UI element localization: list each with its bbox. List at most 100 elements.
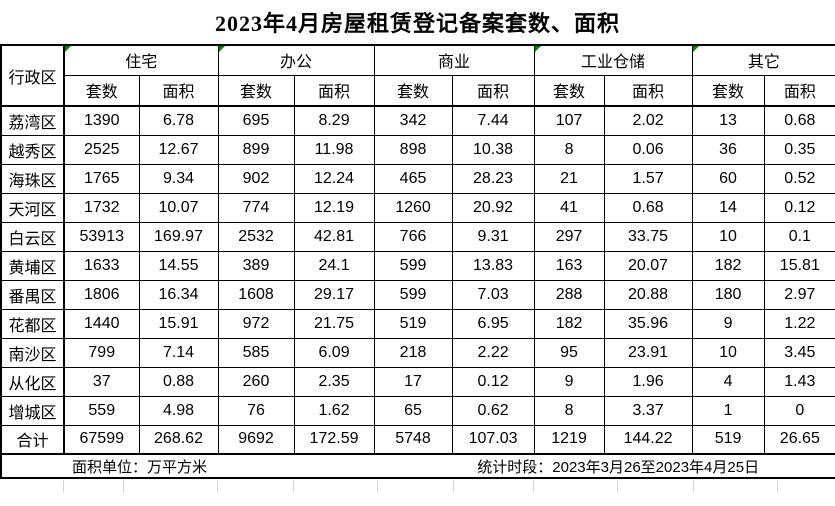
- value-cell[interactable]: 12.67: [138, 134, 219, 165]
- value-cell[interactable]: 144.22: [603, 424, 693, 455]
- value-cell[interactable]: 585: [217, 337, 295, 368]
- value-cell[interactable]: 6.09: [293, 337, 375, 368]
- subheader-area[interactable]: 面积: [138, 74, 219, 107]
- subheader-units[interactable]: 套数: [217, 74, 295, 107]
- district-cell[interactable]: 海珠区: [0, 163, 65, 194]
- value-cell[interactable]: 8.29: [293, 105, 375, 136]
- value-cell[interactable]: 163: [533, 250, 605, 281]
- value-cell[interactable]: 182: [533, 308, 605, 339]
- value-cell[interactable]: 67599: [63, 424, 140, 455]
- value-cell[interactable]: 172.59: [293, 424, 375, 455]
- value-cell[interactable]: 107: [533, 105, 605, 136]
- value-cell[interactable]: 37: [63, 366, 140, 397]
- value-cell[interactable]: 695: [217, 105, 295, 136]
- value-cell[interactable]: 5748: [373, 424, 453, 455]
- value-cell[interactable]: 9.34: [138, 163, 219, 194]
- value-cell[interactable]: 12.24: [293, 163, 375, 194]
- value-cell[interactable]: 21.75: [293, 308, 375, 339]
- value-cell[interactable]: 2525: [63, 134, 140, 165]
- value-cell[interactable]: 7.03: [451, 279, 535, 310]
- value-cell[interactable]: 268.62: [138, 424, 219, 455]
- value-cell[interactable]: 11.98: [293, 134, 375, 165]
- value-cell[interactable]: 26.65: [763, 424, 835, 455]
- value-cell[interactable]: 2.02: [603, 105, 693, 136]
- category-header[interactable]: 其它: [691, 44, 835, 76]
- value-cell[interactable]: 107.03: [451, 424, 535, 455]
- value-cell[interactable]: 0.06: [603, 134, 693, 165]
- value-cell[interactable]: 2532: [217, 221, 295, 252]
- value-cell[interactable]: 13: [691, 105, 765, 136]
- value-cell[interactable]: 1: [691, 395, 765, 426]
- value-cell[interactable]: 1732: [63, 192, 140, 223]
- value-cell[interactable]: 898: [373, 134, 453, 165]
- value-cell[interactable]: 2.35: [293, 366, 375, 397]
- value-cell[interactable]: 0.35: [763, 134, 835, 165]
- value-cell[interactable]: 15.91: [138, 308, 219, 339]
- value-cell[interactable]: 899: [217, 134, 295, 165]
- district-cell[interactable]: 越秀区: [0, 134, 65, 165]
- value-cell[interactable]: 1633: [63, 250, 140, 281]
- value-cell[interactable]: 559: [63, 395, 140, 426]
- footer-cell[interactable]: 面积单位：万平方米 统计时段：2023年3月26至2023年4月25日: [0, 453, 835, 479]
- value-cell[interactable]: 342: [373, 105, 453, 136]
- value-cell[interactable]: 9: [533, 366, 605, 397]
- value-cell[interactable]: 180: [691, 279, 765, 310]
- district-cell[interactable]: 番禺区: [0, 279, 65, 310]
- value-cell[interactable]: 260: [217, 366, 295, 397]
- value-cell[interactable]: 1.43: [763, 366, 835, 397]
- value-cell[interactable]: 1.62: [293, 395, 375, 426]
- subheader-units[interactable]: 套数: [373, 74, 453, 107]
- value-cell[interactable]: 0.68: [763, 105, 835, 136]
- value-cell[interactable]: 8: [533, 395, 605, 426]
- subheader-units[interactable]: 套数: [533, 74, 605, 107]
- value-cell[interactable]: 0.62: [451, 395, 535, 426]
- value-cell[interactable]: 0: [763, 395, 835, 426]
- value-cell[interactable]: 2.22: [451, 337, 535, 368]
- value-cell[interactable]: 6.95: [451, 308, 535, 339]
- value-cell[interactable]: 24.1: [293, 250, 375, 281]
- value-cell[interactable]: 20.07: [603, 250, 693, 281]
- value-cell[interactable]: 10: [691, 337, 765, 368]
- value-cell[interactable]: 21: [533, 163, 605, 194]
- value-cell[interactable]: 7.44: [451, 105, 535, 136]
- value-cell[interactable]: 95: [533, 337, 605, 368]
- value-cell[interactable]: 3.45: [763, 337, 835, 368]
- corner-header[interactable]: 行政区: [0, 44, 65, 107]
- value-cell[interactable]: 3.37: [603, 395, 693, 426]
- value-cell[interactable]: 519: [691, 424, 765, 455]
- value-cell[interactable]: 0.1: [763, 221, 835, 252]
- value-cell[interactable]: 36: [691, 134, 765, 165]
- district-cell[interactable]: 天河区: [0, 192, 65, 223]
- value-cell[interactable]: 218: [373, 337, 453, 368]
- value-cell[interactable]: 288: [533, 279, 605, 310]
- value-cell[interactable]: 41: [533, 192, 605, 223]
- value-cell[interactable]: 1260: [373, 192, 453, 223]
- value-cell[interactable]: 1.96: [603, 366, 693, 397]
- district-cell[interactable]: 花都区: [0, 308, 65, 339]
- value-cell[interactable]: 1608: [217, 279, 295, 310]
- value-cell[interactable]: 0.88: [138, 366, 219, 397]
- subheader-area[interactable]: 面积: [451, 74, 535, 107]
- subheader-units[interactable]: 套数: [691, 74, 765, 107]
- value-cell[interactable]: 4: [691, 366, 765, 397]
- value-cell[interactable]: 33.75: [603, 221, 693, 252]
- value-cell[interactable]: 35.96: [603, 308, 693, 339]
- value-cell[interactable]: 1.22: [763, 308, 835, 339]
- value-cell[interactable]: 29.17: [293, 279, 375, 310]
- value-cell[interactable]: 1390: [63, 105, 140, 136]
- district-cell[interactable]: 从化区: [0, 366, 65, 397]
- value-cell[interactable]: 10.38: [451, 134, 535, 165]
- subheader-units[interactable]: 套数: [63, 74, 140, 107]
- total-label-cell[interactable]: 合计: [0, 424, 65, 455]
- value-cell[interactable]: 9692: [217, 424, 295, 455]
- category-header[interactable]: 工业仓储: [533, 44, 693, 76]
- value-cell[interactable]: 0.12: [451, 366, 535, 397]
- value-cell[interactable]: 465: [373, 163, 453, 194]
- value-cell[interactable]: 14.55: [138, 250, 219, 281]
- subheader-area[interactable]: 面积: [293, 74, 375, 107]
- value-cell[interactable]: 10.07: [138, 192, 219, 223]
- value-cell[interactable]: 182: [691, 250, 765, 281]
- value-cell[interactable]: 1806: [63, 279, 140, 310]
- district-cell[interactable]: 黄埔区: [0, 250, 65, 281]
- category-header[interactable]: 办公: [217, 44, 375, 76]
